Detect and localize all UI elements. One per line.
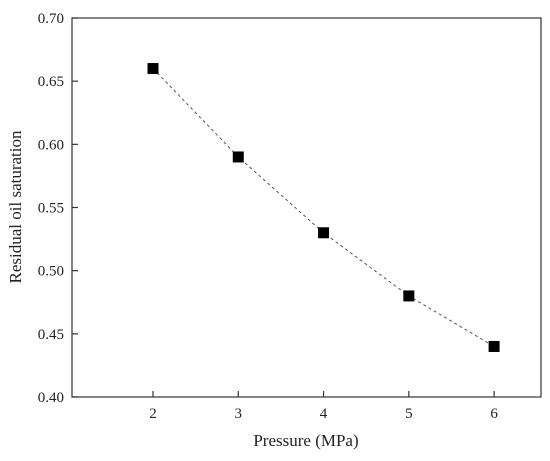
data-point-square: [318, 227, 330, 239]
y-tick-label: 0.55: [38, 201, 64, 217]
data-point-square: [232, 151, 244, 163]
x-tick-label: 6: [490, 406, 498, 422]
y-tick-label: 0.65: [38, 74, 64, 90]
y-tick-label: 0.40: [38, 390, 64, 406]
trend-line-layer: [152, 68, 495, 347]
data-point-square: [147, 63, 159, 75]
x-axis-title: Pressure (MPa): [253, 431, 358, 450]
x-tick-label: 3: [235, 406, 243, 422]
y-tick-label: 0.50: [38, 264, 64, 280]
y-tick-label: 0.70: [38, 11, 64, 27]
x-tick-label: 2: [149, 406, 157, 422]
data-points-layer: [147, 63, 500, 352]
x-tick-label: 5: [405, 406, 413, 422]
dashed-trend-line: [152, 68, 495, 347]
y-axis-title: Residual oil saturation: [6, 130, 25, 283]
data-point-square: [403, 290, 415, 302]
ticks-layer: 2 3 4 5 6 0.40 0.45 0.50 0.55 0.60 0.65 0.70: [38, 11, 499, 422]
data-point-square: [488, 340, 500, 352]
y-tick-label: 0.45: [38, 327, 64, 343]
plot-frame: [71, 17, 542, 398]
x-tick-label: 4: [320, 406, 328, 422]
y-tick-label: 0.60: [38, 137, 64, 153]
